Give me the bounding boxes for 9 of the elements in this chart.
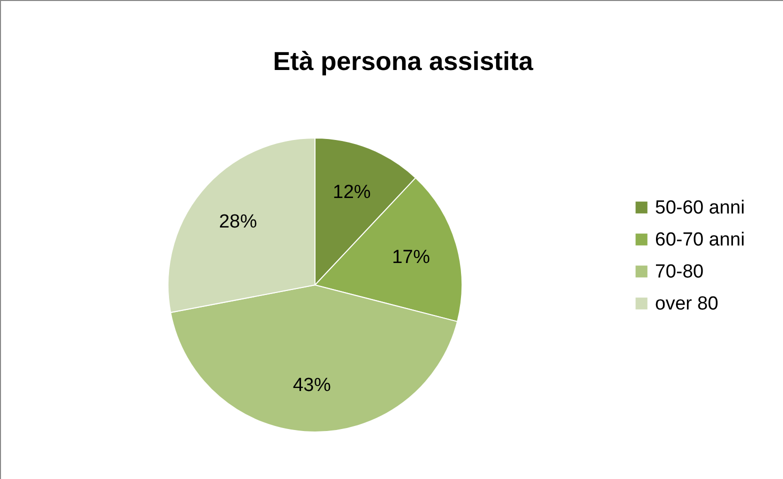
data-label: 17% bbox=[392, 247, 430, 268]
legend-label: 70-80 bbox=[655, 262, 704, 282]
legend-label: 50-60 anni bbox=[655, 198, 745, 218]
data-label: 28% bbox=[218, 211, 258, 232]
legend-label: over 80 bbox=[655, 294, 718, 314]
data-label: 43% bbox=[292, 374, 331, 396]
data-label: 12% bbox=[332, 182, 371, 204]
legend-label: 60-70 anni bbox=[655, 230, 745, 250]
chart-title: Età persona assistita bbox=[272, 46, 534, 76]
